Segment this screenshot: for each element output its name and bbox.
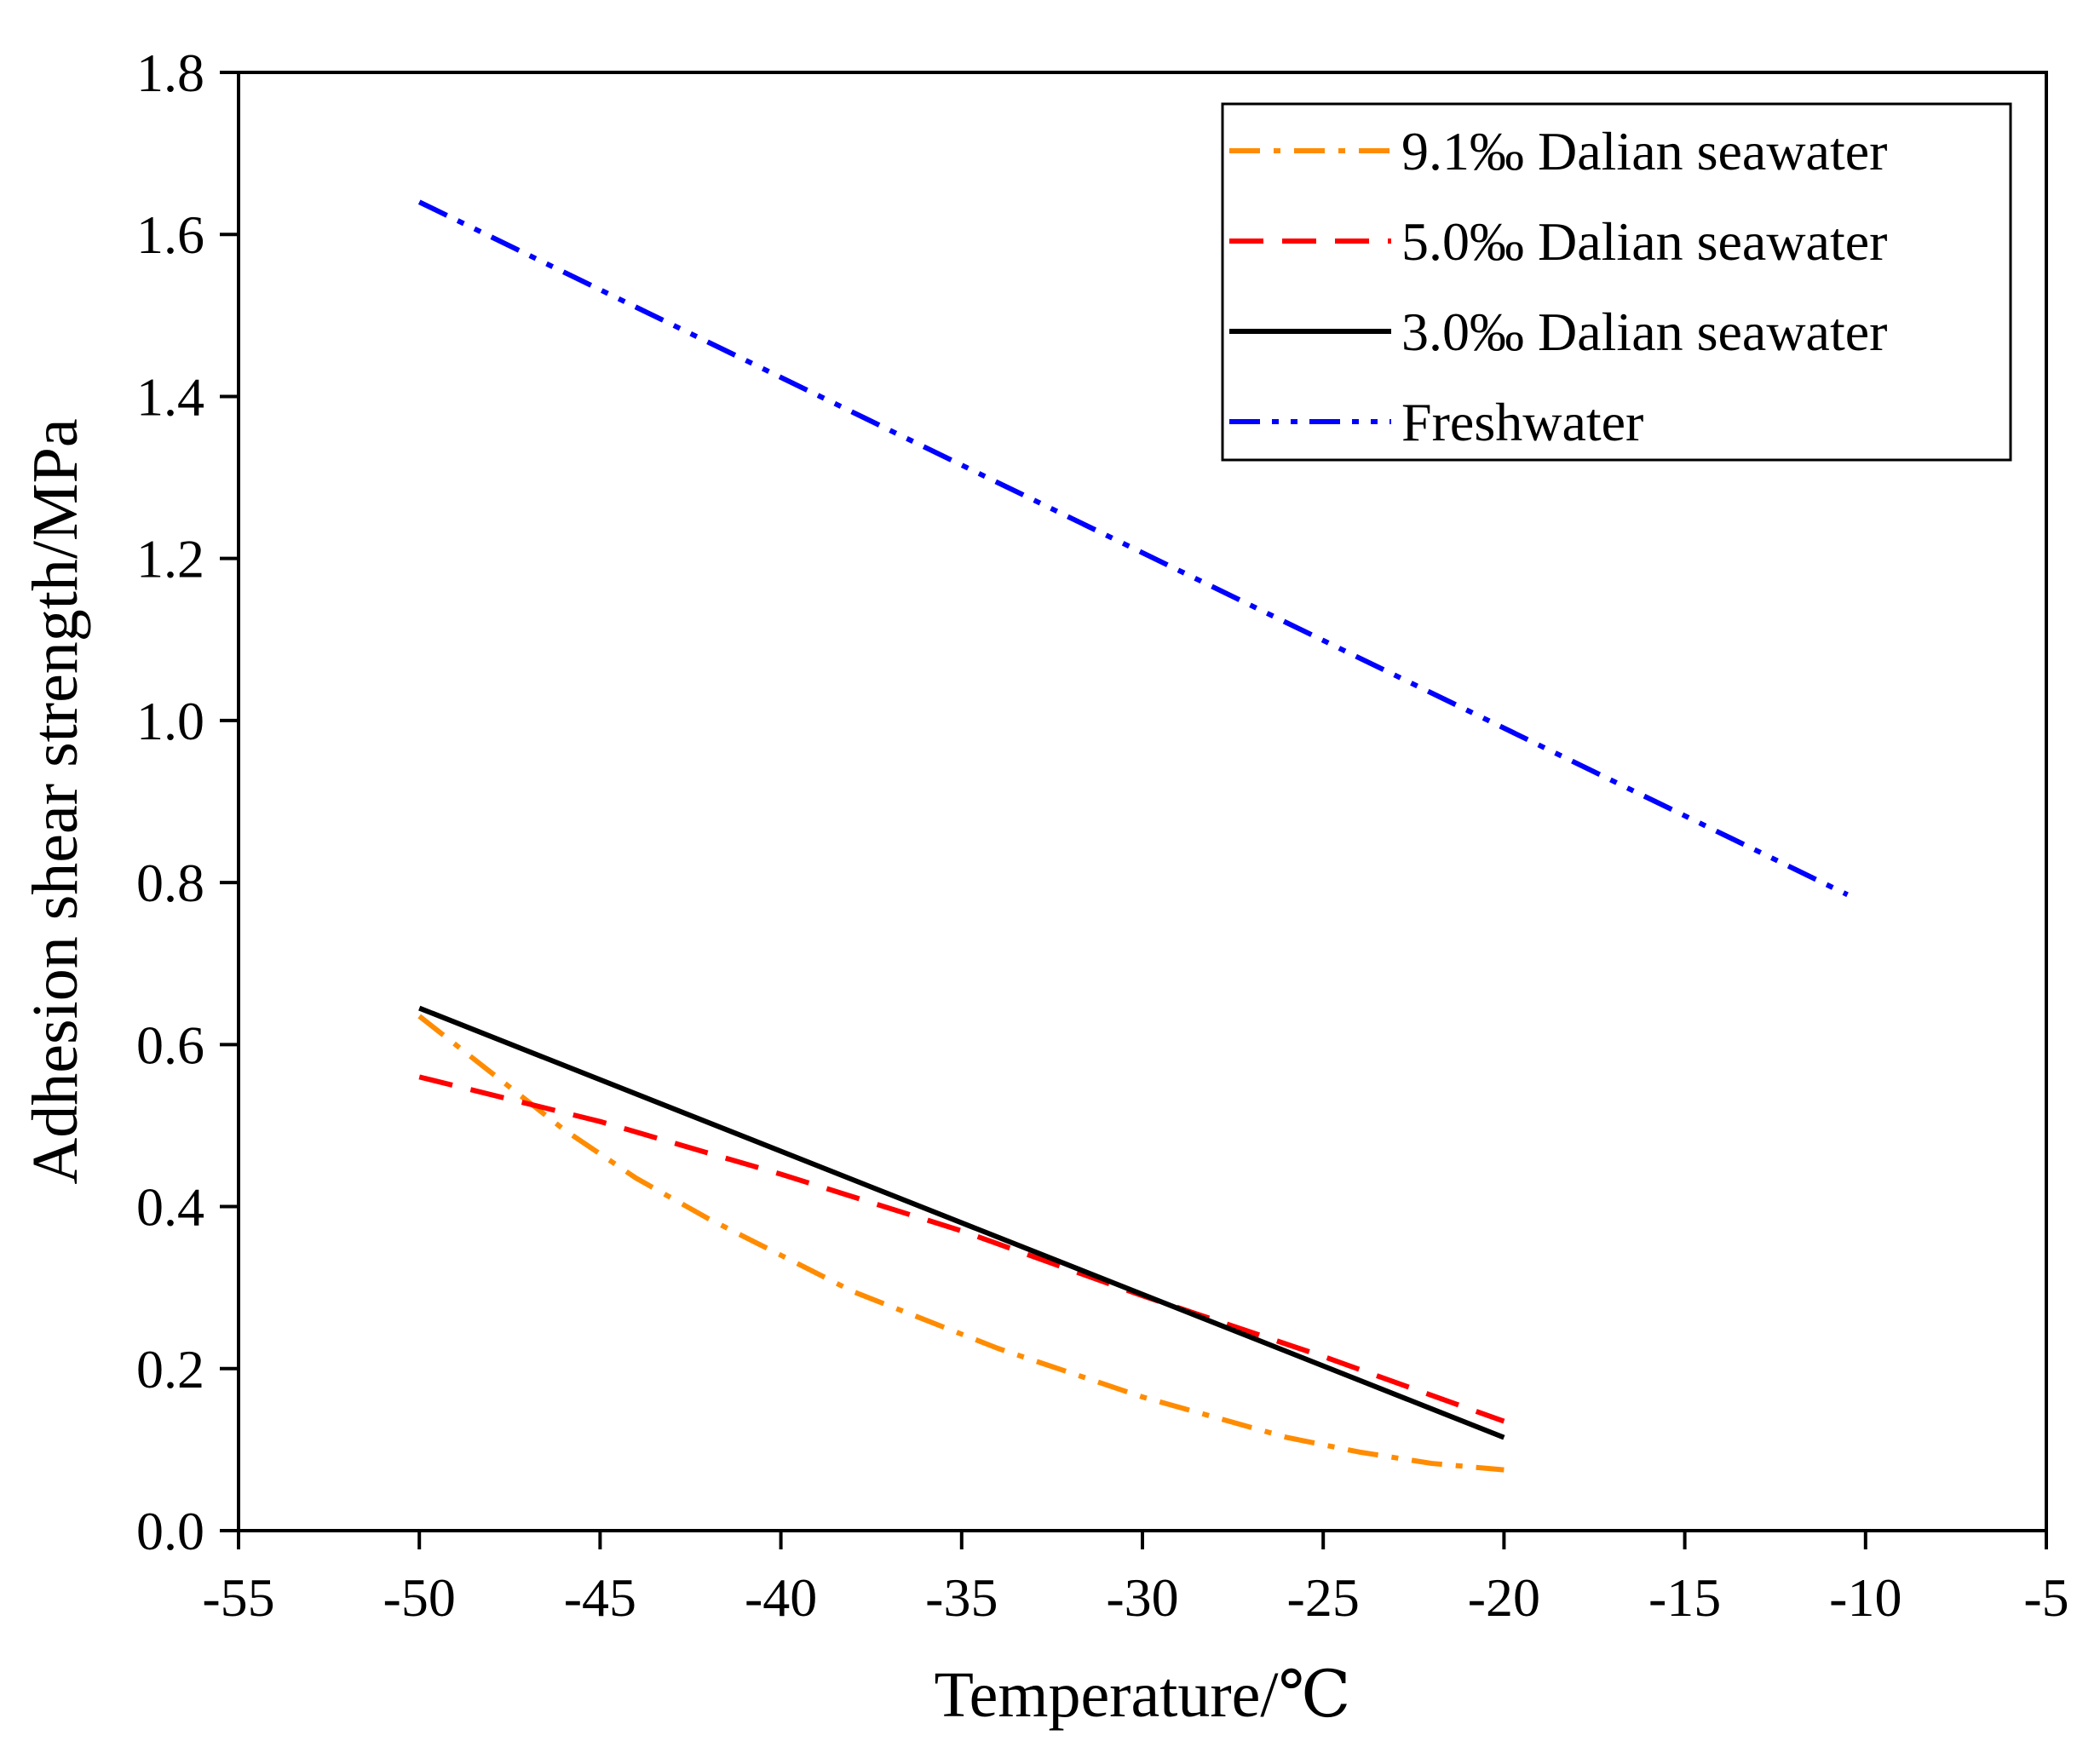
y-tick-label: 0.8 xyxy=(136,853,204,913)
y-tick-label: 1.4 xyxy=(136,366,204,427)
y-tick-label: 0.2 xyxy=(136,1339,204,1399)
x-tick-label: -5 xyxy=(2023,1567,2068,1628)
y-tick-label: 1.0 xyxy=(136,691,204,751)
x-axis-title: Temperature/℃ xyxy=(934,1659,1350,1731)
legend: 9.1‰ Dalian seawater 5.0‰ Dalian seawater… xyxy=(1221,102,2012,462)
y-tick-label: 0.6 xyxy=(136,1014,204,1075)
y-tick-label: 1.8 xyxy=(136,43,204,103)
series-line-0 xyxy=(417,1014,1505,1473)
legend-label-2: 3.0‰ Dalian seawater xyxy=(1401,302,1887,362)
series-line-1 xyxy=(418,1074,1505,1424)
y-tick-label: 0.0 xyxy=(136,1501,204,1561)
axes: -55 -50 -45 -40 -35 -30 -25 -20 -15 -10 -5 0.0 0.2 0.… xyxy=(136,43,2069,1628)
y-axis-title: Adhesion shear strength/MPa xyxy=(20,418,91,1184)
legend-label-1: 5.0‰ Dalian seawater xyxy=(1401,211,1887,272)
legend-label-3: Freshwater xyxy=(1401,392,1643,452)
x-tick-label: -50 xyxy=(383,1567,456,1628)
legend-box xyxy=(1221,102,2012,462)
series-line-2 xyxy=(418,1005,1505,1440)
x-tick-label: -30 xyxy=(1106,1567,1178,1628)
plot-area xyxy=(417,199,1849,1473)
x-tick-label: -35 xyxy=(925,1567,998,1628)
x-tick-label: -55 xyxy=(202,1567,274,1628)
x-tick-label: -15 xyxy=(1648,1567,1721,1628)
legend-label-0: 9.1‰ Dalian seawater xyxy=(1401,121,1887,181)
y-tick-label: 1.2 xyxy=(136,529,204,589)
x-tick-label: -45 xyxy=(564,1567,636,1628)
y-tick-label: 1.6 xyxy=(136,204,204,265)
x-tick-label: -25 xyxy=(1287,1567,1360,1628)
series-line-3 xyxy=(417,199,1849,898)
x-tick-label: -20 xyxy=(1468,1567,1540,1628)
y-tick-label: 0.4 xyxy=(136,1177,204,1238)
x-tick-label: -10 xyxy=(1829,1567,1902,1628)
x-tick-label: -40 xyxy=(745,1567,817,1628)
